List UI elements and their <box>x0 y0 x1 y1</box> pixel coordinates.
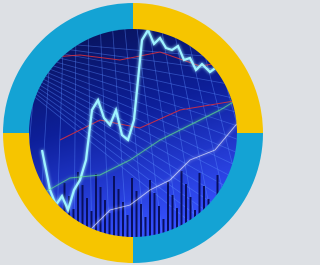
badge <box>0 0 263 265</box>
page: {} (() => { const NS = 'ht <box>0 0 263 265</box>
